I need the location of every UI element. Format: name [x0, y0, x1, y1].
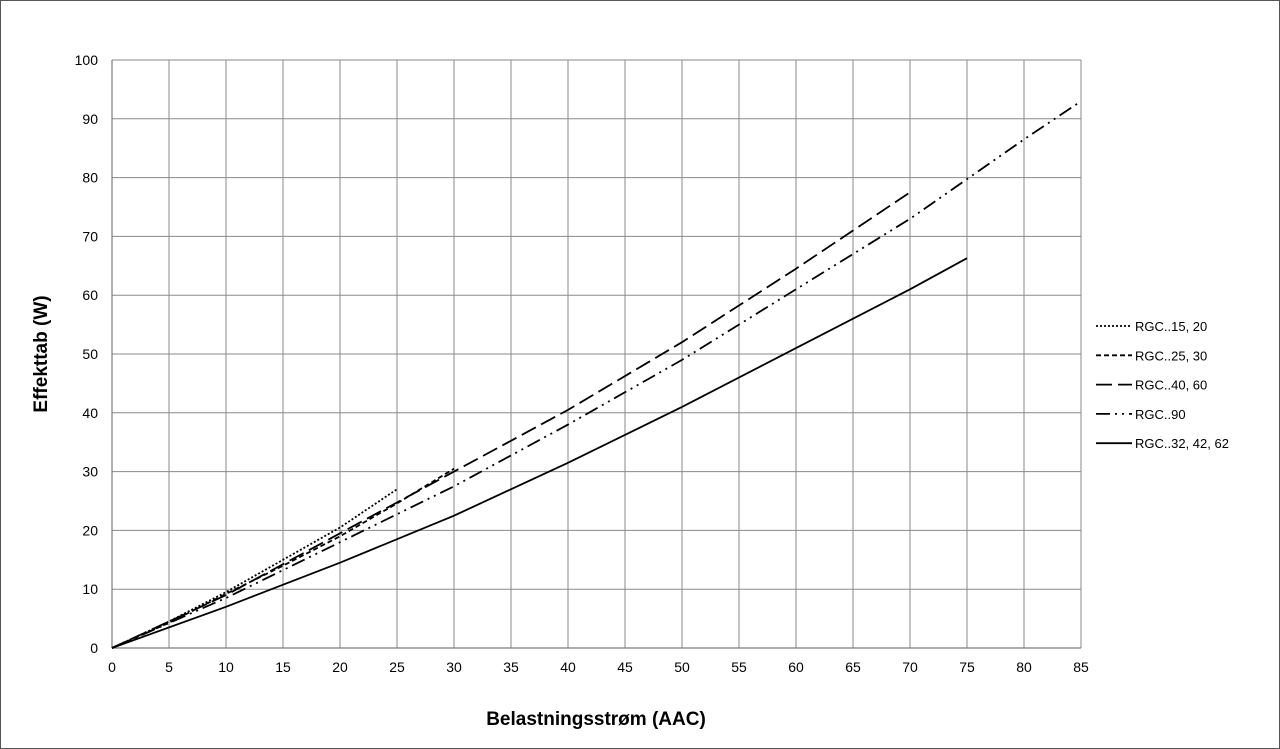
y-axis-ticks: 0 10 20 30 40 50 60 70 80 90 100 [75, 52, 99, 656]
x-tick-label: 70 [902, 659, 918, 675]
x-axis-ticks: 0 5 10 15 20 25 30 35 40 45 50 55 60 65 70 75 80 85 [108, 659, 1089, 675]
x-tick-label: 45 [617, 659, 633, 675]
legend-label-5: RGC..32, 42, 62 [1135, 436, 1229, 451]
legend-label-2: RGC..25, 30 [1135, 348, 1207, 363]
legend-label-3: RGC..40, 60 [1135, 378, 1207, 393]
x-tick-label: 35 [503, 659, 519, 675]
series-layer [111, 100, 1082, 649]
x-tick-label: 55 [731, 659, 747, 675]
x-tick-label: 50 [674, 659, 690, 675]
y-tick-label: 100 [75, 52, 99, 68]
grid [111, 59, 1082, 649]
x-tick-label: 40 [560, 659, 576, 675]
y-tick-label: 60 [82, 287, 98, 303]
x-tick-label: 0 [108, 659, 116, 675]
y-tick-label: 30 [82, 464, 98, 480]
x-tick-label: 10 [218, 659, 234, 675]
y-tick-label: 50 [82, 346, 98, 362]
x-tick-label: 65 [845, 659, 861, 675]
series-line-4 [111, 100, 1082, 649]
x-tick-label: 5 [165, 659, 173, 675]
x-tick-label: 85 [1073, 659, 1089, 675]
series-line-5 [111, 257, 968, 649]
x-tick-label: 25 [389, 659, 405, 675]
x-tick-label: 15 [275, 659, 291, 675]
legend: RGC..15, 20 RGC..25, 30 RGC..40, 60 RGC..90… [1096, 319, 1229, 451]
y-tick-label: 90 [82, 111, 98, 127]
legend-label-4: RGC..90 [1135, 407, 1186, 422]
y-tick-label: 40 [82, 405, 98, 421]
x-tick-label: 20 [332, 659, 348, 675]
y-tick-label: 80 [82, 170, 98, 186]
y-tick-label: 0 [90, 640, 98, 656]
legend-label-1: RGC..15, 20 [1135, 319, 1207, 334]
x-tick-label: 75 [959, 659, 975, 675]
y-axis-title: Effekttab (W) [31, 295, 52, 412]
x-tick-label: 30 [446, 659, 462, 675]
x-axis-title: Belastningsstrøm (AAC) [486, 709, 706, 730]
x-tick-label: 60 [788, 659, 804, 675]
series-line-1 [111, 488, 398, 649]
y-tick-label: 70 [82, 228, 98, 244]
series-line-3 [111, 191, 911, 649]
x-tick-label: 80 [1016, 659, 1032, 675]
y-tick-label: 20 [82, 522, 98, 538]
y-tick-label: 10 [82, 581, 98, 597]
